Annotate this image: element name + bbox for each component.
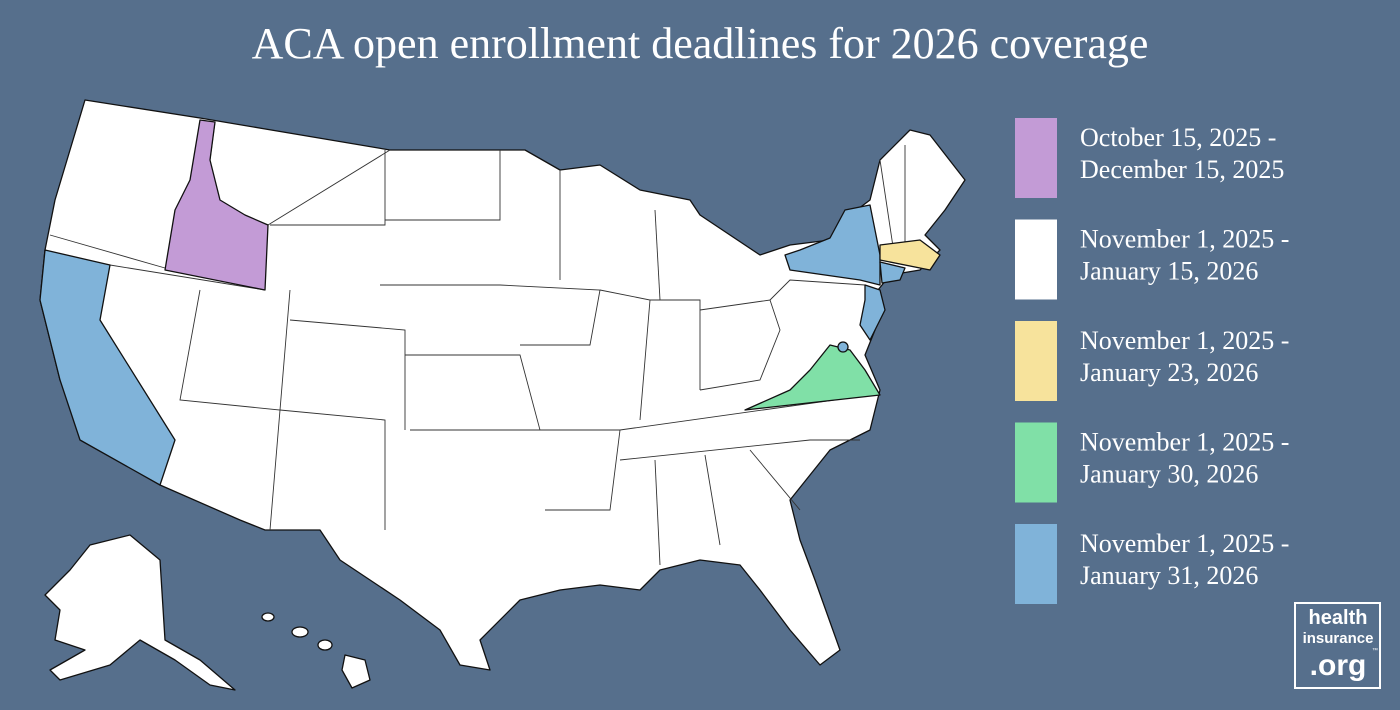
legend-swatch <box>1015 422 1057 503</box>
logo-text: .org <box>1310 649 1367 682</box>
legend-label: October 15, 2025 - <box>1080 123 1276 152</box>
connecticut-rhode-island <box>879 261 906 284</box>
map <box>39 99 966 691</box>
legend-label: January 31, 2026 <box>1080 561 1258 590</box>
lower-48 <box>39 99 966 671</box>
new-jersey <box>859 284 886 341</box>
legend-label: December 15, 2025 <box>1080 155 1284 184</box>
island <box>341 654 371 689</box>
legend-label: November 1, 2025 - <box>1080 427 1289 456</box>
legend-swatch <box>1015 321 1057 401</box>
legend-swatch <box>1015 118 1057 198</box>
island <box>261 612 275 622</box>
legend-label: January 23, 2026 <box>1080 358 1258 387</box>
hawaii <box>261 612 371 689</box>
legend-swatch <box>1015 219 1057 300</box>
logo: health insurance .org ™ <box>1294 602 1381 689</box>
massachusetts <box>879 239 941 271</box>
legend-label: November 1, 2025 - <box>1080 529 1289 558</box>
legend-label: January 30, 2026 <box>1080 459 1258 488</box>
alaska <box>44 534 236 691</box>
legend-swatch <box>1015 524 1057 604</box>
logo-box <box>1294 602 1381 689</box>
idaho <box>164 119 269 291</box>
california <box>39 249 176 486</box>
title: ACA open enrollment deadlines for 2026 c… <box>252 19 1149 68</box>
legend-label: November 1, 2025 - <box>1080 224 1289 253</box>
island <box>291 626 309 638</box>
logo-text: insurance <box>1303 630 1374 647</box>
new-york <box>784 204 881 286</box>
legend-label: November 1, 2025 - <box>1080 326 1289 355</box>
dc <box>837 341 849 353</box>
legend-label: January 15, 2026 <box>1080 256 1258 285</box>
island <box>317 639 333 651</box>
legend: October 15, 2025 - December 15, 2025 Novem… <box>1015 118 1289 604</box>
logo-text: health <box>1309 607 1368 629</box>
logo-mark: ™ <box>1372 647 1378 654</box>
